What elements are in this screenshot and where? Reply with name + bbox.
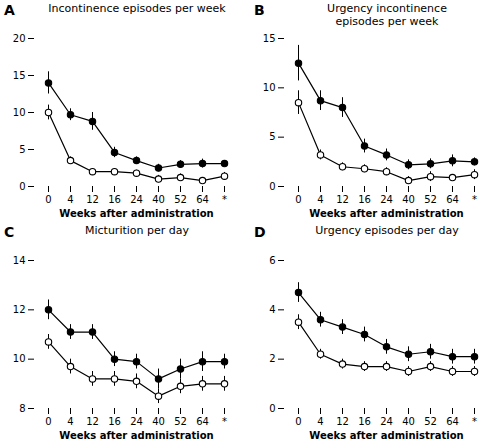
svg-text:64: 64 [446,416,459,427]
svg-text:52: 52 [174,194,187,205]
svg-text:12: 12 [86,416,99,427]
svg-text:0: 0 [19,181,25,192]
svg-text:4: 4 [67,416,73,427]
svg-text:0: 0 [269,181,275,192]
svg-text:4: 4 [317,416,323,427]
svg-text:16: 16 [358,416,371,427]
svg-text:14: 14 [13,255,26,266]
svg-text:20: 20 [13,33,26,44]
svg-text:16: 16 [108,416,121,427]
svg-text:64: 64 [196,416,209,427]
svg-text:Weeks after administration: Weeks after administration [59,430,213,441]
svg-text:0: 0 [295,194,301,205]
svg-text:*: * [472,416,477,427]
svg-text:40: 40 [402,194,415,205]
html-text:A: A [4,2,15,18]
svg-text:Weeks after administration: Weeks after administration [309,430,463,441]
svg-text:64: 64 [196,194,209,205]
html-text:B: B [254,2,265,18]
svg-text:12: 12 [336,416,349,427]
svg-text:5: 5 [269,131,275,142]
svg-text:*: * [222,194,227,205]
html-text:Urgency incontinence episodes: Urgency incontinence episodes per week [327,2,447,28]
svg-text:40: 40 [152,416,165,427]
svg-text:24: 24 [380,416,393,427]
svg-text:8: 8 [19,403,25,414]
svg-text:12: 12 [86,194,99,205]
svg-text:24: 24 [130,194,143,205]
svg-text:0: 0 [295,416,301,427]
svg-text:24: 24 [130,416,143,427]
svg-text:4: 4 [67,194,73,205]
svg-text:*: * [472,194,477,205]
html-text:C: C [4,224,15,240]
svg-text:0: 0 [45,416,51,427]
svg-text:*: * [222,416,227,427]
html-text:D: D [254,224,266,240]
svg-text:Weeks after administration: Weeks after administration [59,208,213,219]
svg-text:2: 2 [269,353,275,364]
svg-text:16: 16 [108,194,121,205]
svg-text:12: 12 [336,194,349,205]
svg-text:52: 52 [424,194,437,205]
html-text:Micturition per day: Micturition per day [85,224,189,237]
svg-text:5: 5 [19,144,25,155]
svg-text:12: 12 [13,304,26,315]
svg-text:15: 15 [13,70,26,81]
svg-text:0: 0 [269,403,275,414]
svg-text:52: 52 [424,416,437,427]
svg-text:24: 24 [380,194,393,205]
svg-text:Weeks after administration: Weeks after administration [309,208,463,219]
svg-text:0: 0 [45,194,51,205]
svg-text:4: 4 [317,194,323,205]
svg-text:52: 52 [174,416,187,427]
svg-text:40: 40 [402,416,415,427]
html-text:Incontinence episodes per week: Incontinence episodes per week [48,2,226,15]
svg-text:10: 10 [13,107,26,118]
svg-text:16: 16 [358,194,371,205]
svg-text:10: 10 [263,82,276,93]
svg-text:40: 40 [152,194,165,205]
svg-text:6: 6 [269,255,275,266]
html-text:Urgency episodes per day: Urgency episodes per day [315,224,459,237]
svg-text:4: 4 [269,304,275,315]
svg-text:15: 15 [263,33,276,44]
svg-text:64: 64 [446,194,459,205]
svg-text:10: 10 [13,353,26,364]
